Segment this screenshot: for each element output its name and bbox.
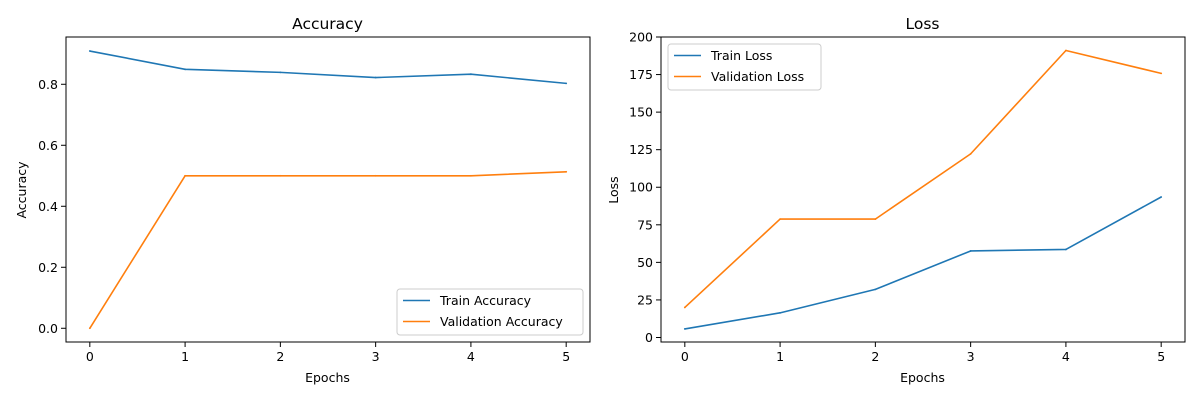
data-point <box>470 73 472 76</box>
legend-label: Train Accuracy <box>439 293 532 308</box>
data-point <box>1065 49 1067 52</box>
legend-label: Validation Loss <box>711 69 804 84</box>
series-line <box>89 50 567 85</box>
y-tick-label: 25 <box>637 292 653 307</box>
data-point <box>279 174 282 177</box>
legend-box <box>667 43 822 91</box>
data-point <box>374 76 377 79</box>
data-point <box>279 71 282 74</box>
series-line <box>89 171 567 329</box>
x-tick-label: 3 <box>967 349 975 364</box>
data-point <box>683 328 686 330</box>
series-layer <box>88 50 568 330</box>
x-tick-label: 4 <box>1062 349 1070 364</box>
data-point <box>184 68 186 71</box>
series-layer <box>683 49 1163 330</box>
data-point <box>1160 72 1163 75</box>
data-point <box>874 288 877 291</box>
accuracy-chart: Accuracy Epochs Accuracy 0 1 2 3 4 5 0.0 0.2 0.4… <box>14 15 591 385</box>
data-point <box>874 218 877 221</box>
chart-title: Accuracy <box>292 15 363 33</box>
data-point <box>184 174 186 177</box>
y-tick-label: 75 <box>637 217 653 232</box>
legend-label: Train Loss <box>710 48 772 63</box>
y-tick-label: 125 <box>629 142 653 157</box>
loss-chart: Loss Epochs Loss 0 1 2 3 4 502550751001251501… <box>606 15 1186 385</box>
y-axis-title: Accuracy <box>14 161 29 219</box>
x-tick-label: 0 <box>681 349 689 364</box>
series-line <box>684 196 1162 330</box>
legend: Train Accuracy Validation Accuracy <box>396 288 584 336</box>
y-tick-label: 0 <box>645 330 653 345</box>
legend-box <box>396 288 584 336</box>
y-tick-label: 0.0 <box>38 321 58 336</box>
y-tick-label: 200 <box>629 30 653 45</box>
legend-label: Validation Accuracy <box>440 314 563 329</box>
plot-frame <box>65 36 591 343</box>
x-tick-label: 1 <box>776 349 784 364</box>
y-tick-label: 0.6 <box>38 138 58 153</box>
x-tick-label: 1 <box>181 349 189 364</box>
y-tick-label: 175 <box>629 67 653 82</box>
y-tick-label: 0.4 <box>38 199 58 214</box>
y-tick-label: 0.8 <box>38 77 58 92</box>
legend: Train Loss Validation Loss <box>667 43 822 91</box>
data-point <box>779 218 781 221</box>
chart-title: Loss <box>906 15 940 33</box>
data-point <box>565 170 568 173</box>
data-point <box>969 250 972 252</box>
x-tick-label: 2 <box>871 349 879 364</box>
series-line <box>684 49 1162 309</box>
data-point <box>470 174 472 177</box>
x-tick-label: 0 <box>86 349 94 364</box>
y-tick-label: 0.2 <box>38 260 58 275</box>
tick-layer: 0 1 2 3 4 5 0.0 0.2 0.4 0.6 0.8 <box>38 77 570 364</box>
x-tick-label: 5 <box>562 349 570 364</box>
data-point <box>88 50 91 52</box>
x-tick-label: 5 <box>1157 349 1165 364</box>
y-tick-label: 100 <box>629 180 653 195</box>
x-axis-title: Epochs <box>305 370 350 385</box>
data-point <box>88 327 91 330</box>
y-tick-label: 150 <box>629 105 653 120</box>
data-point <box>683 306 686 309</box>
data-point <box>1065 248 1067 251</box>
x-tick-label: 4 <box>467 349 475 364</box>
plot-frame <box>660 36 1186 343</box>
x-axis-title: Epochs <box>900 370 945 385</box>
data-point <box>565 82 568 85</box>
data-point <box>1160 196 1163 198</box>
data-point <box>374 174 377 177</box>
x-tick-label: 3 <box>372 349 380 364</box>
y-tick-label: 50 <box>637 255 653 270</box>
y-axis-title: Loss <box>606 176 621 203</box>
data-point <box>969 152 972 155</box>
x-tick-label: 2 <box>276 349 284 364</box>
data-point <box>779 311 781 314</box>
